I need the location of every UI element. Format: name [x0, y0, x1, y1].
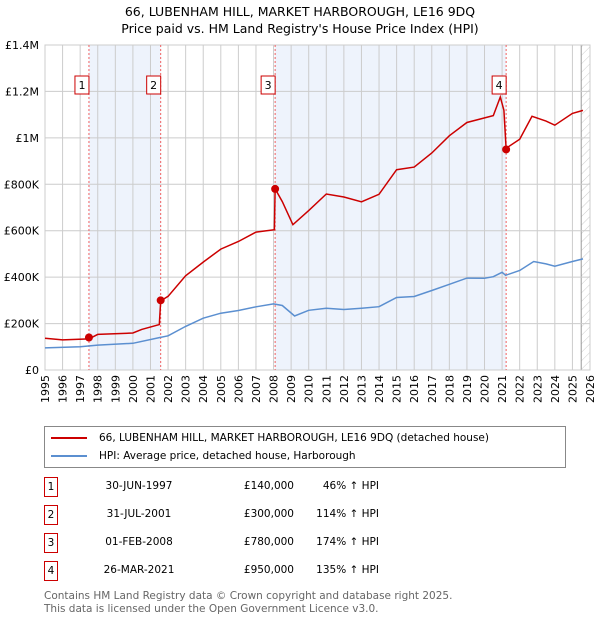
x-tick-label: 2018	[443, 375, 456, 403]
x-tick-label: 2017	[426, 375, 439, 403]
sale-date: 30-JUN-1997	[105, 480, 173, 492]
sale-row: 2 31-JUL-2001 £300,000 114% ↑ HPI	[44, 505, 464, 525]
sale-label-box	[146, 75, 162, 95]
sale-label-box	[260, 75, 276, 95]
y-tick-label: £1M	[16, 132, 40, 145]
footer-line: Contains HM Land Registry data © Crown c…	[44, 590, 453, 602]
sale-point	[502, 145, 511, 154]
sale-hpi-change: 174% ↑ HPI	[316, 536, 379, 548]
x-tick-label: 2022	[514, 375, 527, 403]
legend-label: HPI: Average price, detached house, Harb…	[99, 450, 356, 462]
x-tick-label: 2021	[496, 375, 509, 403]
y-tick-label: £0	[25, 364, 39, 377]
forecast-hatch	[581, 45, 590, 370]
legend-label: 66, LUBENHAM HILL, MARKET HARBOROUGH, LE…	[99, 432, 489, 444]
y-tick-label: £200K	[4, 318, 40, 331]
x-tick-label: 2024	[549, 375, 562, 403]
x-tick-label: 2000	[127, 375, 140, 403]
sale-price: £140,000	[243, 480, 294, 492]
hpi-line	[44, 258, 584, 349]
x-tick-label: 2019	[461, 375, 474, 403]
sale-price: £300,000	[243, 508, 294, 520]
title-line: 66, LUBENHAM HILL, MARKET HARBOROUGH, LE…	[124, 4, 476, 19]
sale-label: 3	[265, 79, 272, 92]
footer-line: This data is licensed under the Open Gov…	[44, 603, 379, 615]
sale-hpi-change: 46% ↑ HPI	[322, 480, 379, 492]
sale-row: 1 30-JUN-1997 £140,000 46% ↑ HPI	[44, 477, 464, 497]
sale-label: 2	[150, 79, 157, 92]
sale-price: £780,000	[243, 536, 294, 548]
legend-item-property: 66, LUBENHAM HILL, MARKET HARBOROUGH, LE…	[51, 430, 489, 446]
legend-swatch-red	[51, 437, 87, 439]
x-tick-label: 2012	[338, 375, 351, 403]
x-tick-label: 2014	[373, 375, 386, 403]
sale-row: 4 26-MAR-2021 £950,000 135% ↑ HPI	[44, 561, 464, 581]
x-tick-label: 2011	[320, 375, 333, 403]
sale-date: 01-FEB-2008	[105, 536, 173, 548]
chart-title: 66, LUBENHAM HILL, MARKET HARBOROUGH, LE…	[0, 3, 600, 37]
sale-price: £950,000	[243, 564, 294, 576]
footer: Contains HM Land Registry data © Crown c…	[44, 590, 452, 616]
shaded-period	[275, 45, 507, 370]
x-tick-label: 2001	[144, 375, 157, 403]
sale-date: 26-MAR-2021	[103, 564, 175, 576]
x-tick-label: 2015	[391, 375, 404, 403]
sale-number: 1	[44, 477, 58, 497]
legend-swatch-blue	[51, 455, 87, 457]
x-tick-label: 2025	[566, 375, 579, 403]
sale-date: 31-JUL-2001	[106, 508, 172, 520]
sale-number: 4	[44, 561, 58, 581]
x-tick-label: 2004	[197, 375, 210, 403]
sale-label-box	[491, 75, 507, 95]
sale-row: 3 01-FEB-2008 £780,000 174% ↑ HPI	[44, 533, 464, 553]
sale-point	[156, 296, 165, 305]
x-tick-label: 2006	[232, 375, 245, 403]
x-tick-label: 1999	[109, 375, 122, 403]
sale-label: 1	[78, 79, 85, 92]
y-tick-label: £1.4M	[5, 39, 39, 52]
price-chart: 1995 1996 1997 1998 1999 2000 2001 2002 2003 2004…	[4, 39, 597, 403]
x-tick-label: 2005	[215, 375, 228, 403]
sale-number: 2	[44, 505, 58, 525]
sale-label-box	[74, 75, 90, 95]
x-tick-label: 2002	[162, 375, 175, 403]
sale-point	[84, 333, 93, 342]
sale-hpi-change: 135% ↑ HPI	[316, 564, 379, 576]
x-tick-label: 1997	[74, 375, 87, 403]
x-tick-label: 2016	[408, 375, 421, 403]
y-tick-label: £600K	[4, 225, 40, 238]
x-tick-label: 2023	[531, 375, 544, 403]
x-tick-label: 2013	[355, 375, 368, 403]
sale-point	[271, 184, 280, 193]
x-tick-label: 1995	[39, 375, 52, 403]
x-tick-label: 2007	[250, 375, 263, 403]
x-tick-label: 2010	[303, 375, 316, 403]
property-price-line	[44, 94, 584, 341]
subtitle-line: Price paid vs. HM Land Registry's House …	[121, 21, 479, 36]
x-tick-label: 2003	[180, 375, 193, 403]
y-tick-label: £1.2M	[5, 85, 39, 98]
sale-number: 3	[44, 533, 58, 553]
shaded-period	[88, 45, 161, 370]
legend-item-hpi: HPI: Average price, detached house, Harb…	[51, 448, 356, 464]
x-tick-label: 1998	[92, 375, 105, 403]
plot-border	[44, 44, 591, 371]
x-tick-label: 2009	[285, 375, 298, 403]
sale-label: 4	[496, 79, 503, 92]
x-tick-label: 2026	[584, 375, 597, 403]
x-tick-label: 2008	[268, 375, 281, 403]
legend: 66, LUBENHAM HILL, MARKET HARBOROUGH, LE…	[44, 426, 566, 468]
y-tick-label: £800K	[4, 178, 40, 191]
y-tick-label: £400K	[4, 271, 40, 284]
x-tick-label: 1996	[57, 375, 70, 403]
sale-hpi-change: 114% ↑ HPI	[316, 508, 379, 520]
x-tick-label: 2020	[479, 375, 492, 403]
